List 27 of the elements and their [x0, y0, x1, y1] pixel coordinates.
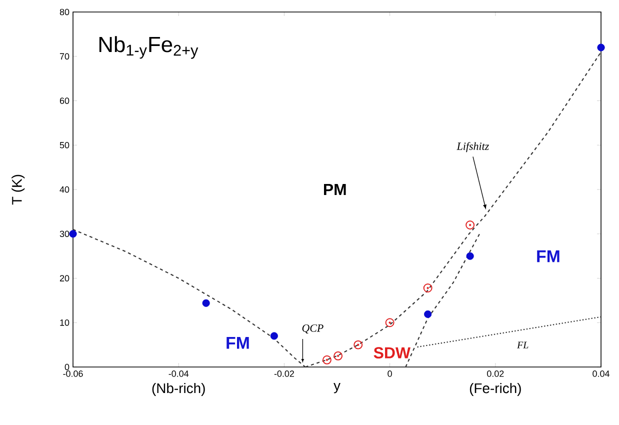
y-tick-label: 20 — [60, 275, 70, 282]
y-tick-label: 80 — [60, 8, 70, 16]
x-tick-label: 0.02 — [487, 370, 504, 377]
annotation: FM — [226, 337, 249, 349]
x-tick-label: 0 — [388, 370, 392, 377]
annotation: Lifshitz — [456, 142, 489, 152]
annotation: PM — [324, 184, 346, 195]
annotation: FL — [517, 342, 528, 348]
y-tick-label: 70 — [60, 53, 70, 60]
y-tick-label: 50 — [60, 142, 70, 148]
y-axis-title: T (K) — [12, 174, 25, 205]
annotation: SDW — [374, 347, 411, 358]
y-tick-label: 30 — [60, 230, 70, 238]
x-tick-label: 0.04 — [592, 370, 610, 377]
annotation: QCP — [302, 324, 324, 334]
y-tick-label: 40 — [60, 186, 70, 193]
y-tick-label: 10 — [60, 319, 70, 326]
text: Nb$_{1-y}$Fe$_{2+y}$ — [99, 36, 198, 59]
x-tick-label: -0.02 — [274, 370, 294, 377]
y-tick-label: 0 — [64, 364, 70, 370]
annotation: FM — [537, 250, 560, 262]
x-tick-label: -0.06 — [63, 370, 83, 377]
x-axis-title: y — [334, 382, 340, 394]
text: (Nb-rich) — [152, 382, 205, 396]
y-tick-label: 60 — [60, 98, 70, 104]
x-tick-label: -0.04 — [168, 370, 189, 377]
text: (Fe-rich) — [470, 382, 521, 396]
